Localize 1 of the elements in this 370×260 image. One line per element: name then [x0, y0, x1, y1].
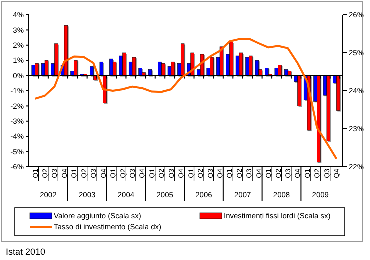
- text: Istat 2010: [6, 247, 46, 258]
